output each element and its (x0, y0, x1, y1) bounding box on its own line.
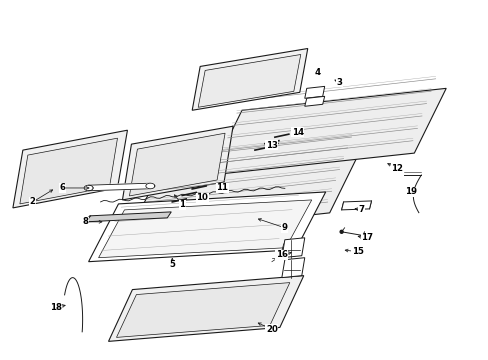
Text: 20: 20 (265, 325, 277, 334)
Polygon shape (340, 230, 343, 233)
Text: 5: 5 (169, 260, 175, 269)
Text: 18: 18 (50, 303, 61, 312)
Polygon shape (279, 242, 299, 258)
Polygon shape (198, 54, 300, 107)
Text: 2: 2 (30, 197, 36, 206)
Text: 9: 9 (281, 223, 287, 232)
Text: 7: 7 (358, 206, 364, 215)
Polygon shape (85, 212, 171, 222)
Text: 16: 16 (275, 250, 287, 259)
Text: 17: 17 (361, 233, 373, 242)
Text: 10: 10 (196, 193, 208, 202)
Polygon shape (108, 276, 303, 341)
Polygon shape (281, 238, 304, 258)
Polygon shape (116, 283, 289, 337)
Text: 6: 6 (60, 184, 65, 193)
Polygon shape (88, 183, 150, 191)
Polygon shape (304, 86, 324, 98)
Polygon shape (13, 130, 127, 208)
Polygon shape (20, 138, 117, 204)
Polygon shape (281, 258, 304, 278)
Polygon shape (210, 88, 446, 175)
Text: 14: 14 (291, 128, 303, 137)
Polygon shape (128, 148, 361, 235)
Text: 12: 12 (390, 163, 403, 172)
Text: 15: 15 (351, 247, 363, 256)
Polygon shape (88, 192, 325, 262)
Text: 13: 13 (265, 141, 277, 150)
Text: 11: 11 (216, 184, 227, 193)
Polygon shape (341, 201, 371, 210)
Text: 3: 3 (336, 78, 342, 87)
Polygon shape (145, 183, 155, 189)
Polygon shape (304, 96, 324, 106)
Text: 1: 1 (179, 201, 185, 210)
Polygon shape (122, 126, 233, 200)
Polygon shape (99, 200, 311, 258)
Polygon shape (84, 185, 93, 191)
Polygon shape (192, 49, 307, 110)
Text: 8: 8 (82, 217, 88, 226)
Text: 19: 19 (405, 188, 416, 197)
Text: 4: 4 (314, 68, 320, 77)
Polygon shape (129, 133, 224, 196)
